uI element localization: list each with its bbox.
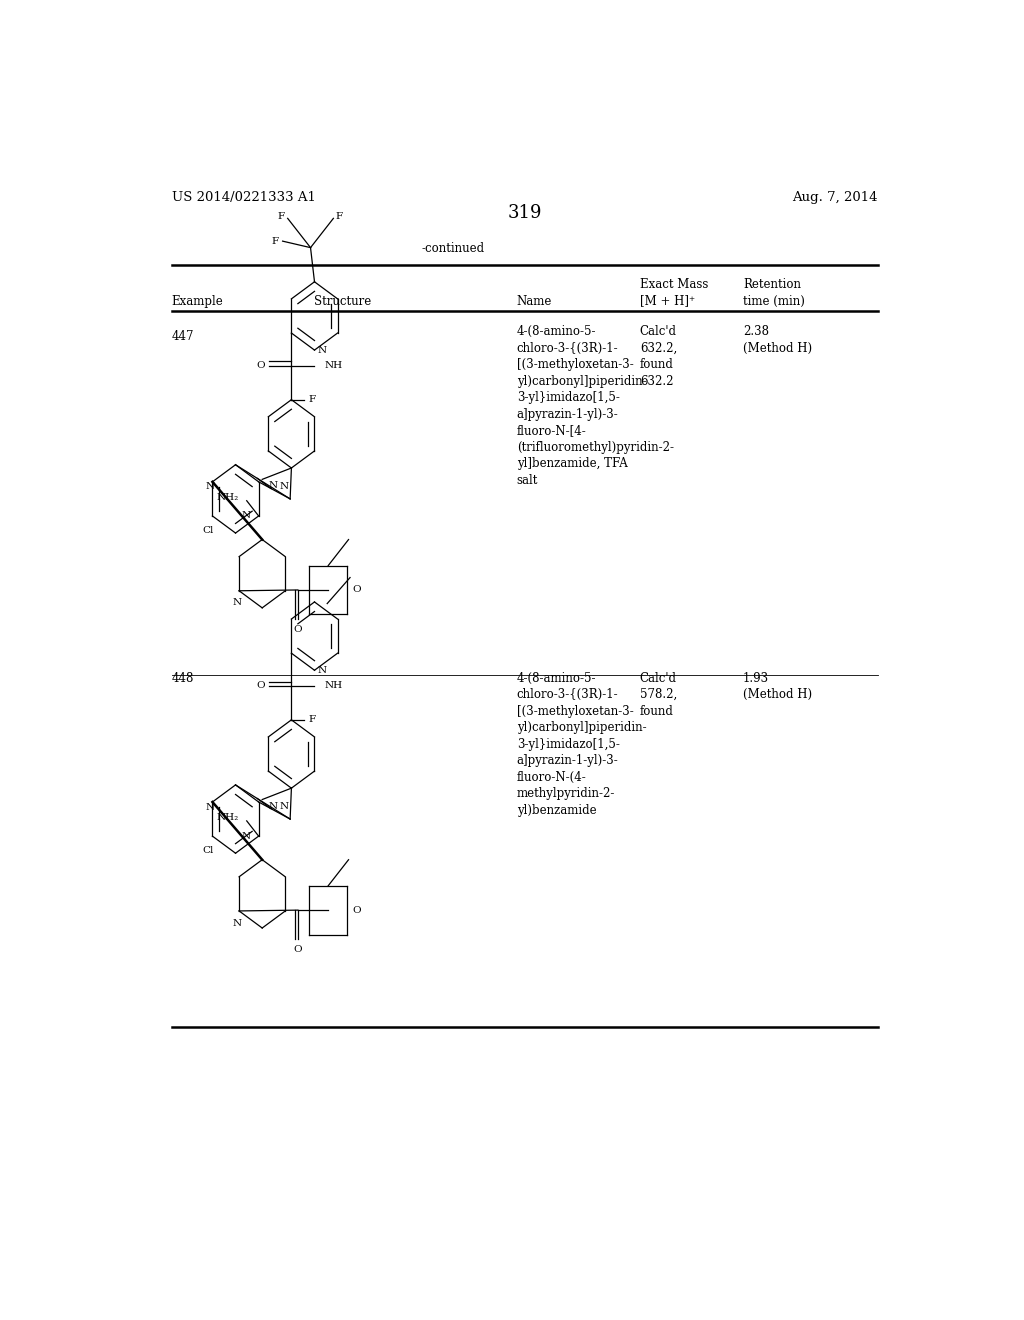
Text: N: N — [242, 511, 251, 520]
Text: Name: Name — [517, 294, 552, 308]
Text: N: N — [280, 803, 289, 810]
Text: time (min): time (min) — [743, 294, 805, 308]
Text: N: N — [206, 482, 215, 491]
Text: O: O — [352, 586, 361, 594]
Text: Retention: Retention — [743, 279, 801, 292]
Text: N: N — [242, 832, 251, 841]
Text: NH: NH — [325, 681, 343, 690]
Text: N: N — [232, 598, 242, 607]
Text: F: F — [271, 236, 279, 246]
Text: 319: 319 — [508, 205, 542, 222]
Text: -continued: -continued — [422, 242, 485, 255]
Text: Calc'd
632.2,
found
632.2: Calc'd 632.2, found 632.2 — [640, 325, 677, 388]
Text: N: N — [206, 803, 215, 812]
Text: NH₂: NH₂ — [216, 813, 239, 822]
Text: F: F — [308, 395, 315, 404]
Text: F: F — [336, 211, 342, 220]
Text: Exact Mass: Exact Mass — [640, 279, 709, 292]
Text: 2.38
(Method H): 2.38 (Method H) — [743, 325, 812, 355]
Text: Structure: Structure — [313, 294, 371, 308]
Text: US 2014/0221333 A1: US 2014/0221333 A1 — [172, 191, 315, 203]
Text: Calc'd
578.2,
found: Calc'd 578.2, found — [640, 672, 677, 718]
Text: F: F — [278, 211, 285, 220]
Text: Example: Example — [172, 294, 223, 308]
Text: O: O — [256, 681, 265, 690]
Text: NH₂: NH₂ — [216, 494, 239, 502]
Text: N: N — [317, 665, 327, 675]
Text: 4-(8-amino-5-
chloro-3-{(3R)-1-
[(3-methyloxetan-3-
yl)carbonyl]piperidin-
3-yl}: 4-(8-amino-5- chloro-3-{(3R)-1- [(3-meth… — [517, 672, 646, 817]
Text: Aug. 7, 2014: Aug. 7, 2014 — [793, 191, 878, 203]
Text: O: O — [256, 362, 265, 370]
Text: N: N — [317, 346, 327, 355]
Text: O: O — [294, 624, 302, 634]
Text: Cl: Cl — [203, 846, 214, 855]
Text: N: N — [232, 919, 242, 928]
Text: 4-(8-amino-5-
chloro-3-{(3R)-1-
[(3-methyloxetan-3-
yl)carbonyl]piperidin-
3-yl}: 4-(8-amino-5- chloro-3-{(3R)-1- [(3-meth… — [517, 325, 674, 487]
Text: Cl: Cl — [203, 525, 214, 535]
Text: O: O — [352, 906, 361, 915]
Text: 1.93
(Method H): 1.93 (Method H) — [743, 672, 812, 701]
Text: O: O — [294, 945, 302, 954]
Text: [M + H]⁺: [M + H]⁺ — [640, 294, 695, 308]
Text: N: N — [280, 482, 289, 491]
Text: N: N — [268, 482, 278, 491]
Text: F: F — [308, 715, 315, 725]
Text: NH: NH — [325, 362, 343, 370]
Text: 447: 447 — [172, 330, 195, 343]
Text: 448: 448 — [172, 672, 194, 685]
Text: N: N — [268, 801, 278, 810]
